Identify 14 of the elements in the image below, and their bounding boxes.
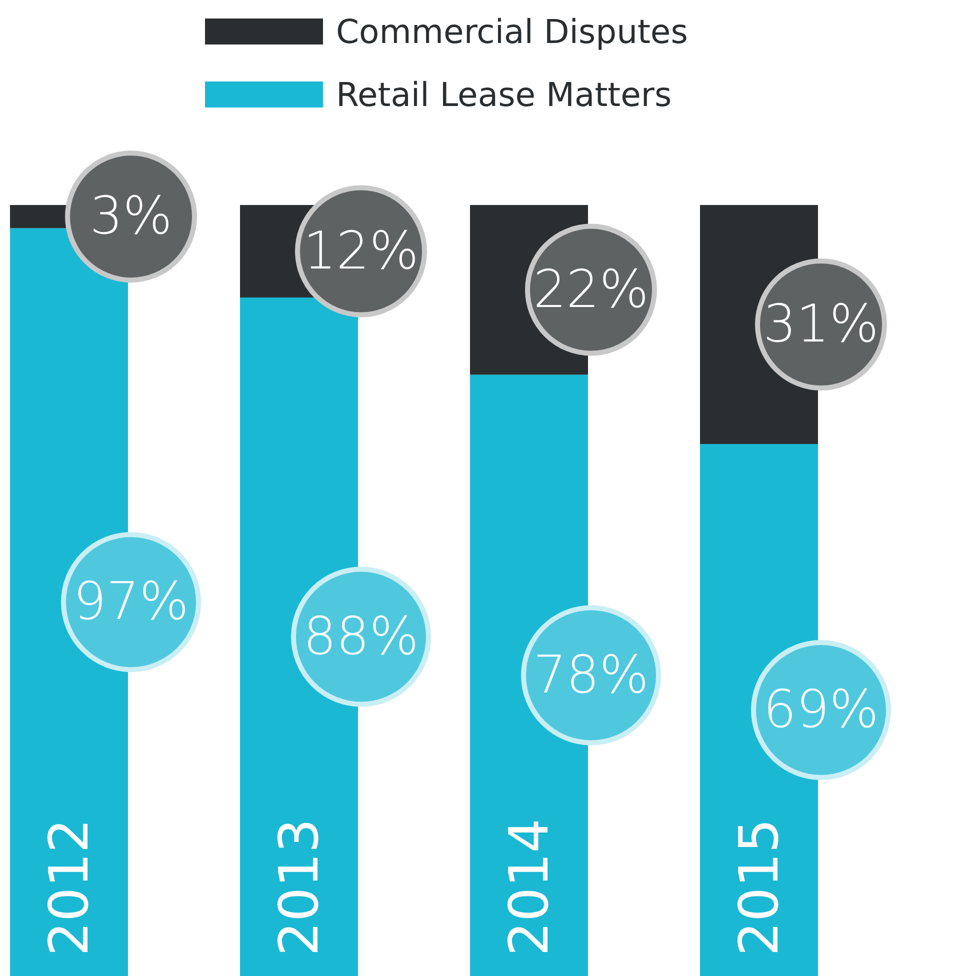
data-label: 88% bbox=[303, 606, 419, 667]
data-label: 3% bbox=[90, 186, 172, 247]
x-tick-label: 2013 bbox=[268, 818, 330, 956]
legend-label: Retail Lease Matters bbox=[336, 75, 672, 114]
data-label: 97% bbox=[73, 572, 189, 632]
data-label: 31% bbox=[763, 294, 879, 355]
legend-label: Commercial Disputes bbox=[336, 12, 688, 51]
data-label: 12% bbox=[303, 221, 419, 282]
data-label: 78% bbox=[533, 645, 649, 706]
x-tick-label: 2012 bbox=[38, 818, 100, 956]
data-label: 69% bbox=[763, 680, 879, 740]
x-tick-label: 2014 bbox=[498, 818, 560, 956]
x-tick-label: 2015 bbox=[728, 818, 790, 956]
data-label: 22% bbox=[533, 260, 649, 320]
